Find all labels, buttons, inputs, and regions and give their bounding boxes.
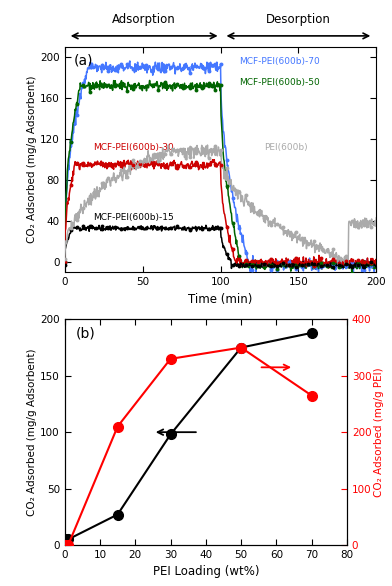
Text: MCF-PEI(600b)-30: MCF-PEI(600b)-30	[93, 143, 174, 152]
Text: (a): (a)	[74, 54, 94, 67]
Text: Adsorption: Adsorption	[112, 13, 176, 26]
Text: MCF-PEI(600b)-15: MCF-PEI(600b)-15	[93, 213, 174, 222]
Y-axis label: CO₂ Adsorbed (mg/g Adsorbent): CO₂ Adsorbed (mg/g Adsorbent)	[27, 349, 37, 516]
Text: Desorption: Desorption	[266, 13, 331, 26]
X-axis label: PEI Loading (wt%): PEI Loading (wt%)	[152, 565, 259, 578]
Text: (b): (b)	[76, 326, 96, 340]
X-axis label: Time (min): Time (min)	[188, 293, 253, 306]
Y-axis label: CO₂ Adsorbed (mg/g PEI): CO₂ Adsorbed (mg/g PEI)	[374, 367, 384, 497]
Text: MCF-PEI(600b)-70: MCF-PEI(600b)-70	[239, 57, 320, 66]
Text: MCF-PEI(600b)-50: MCF-PEI(600b)-50	[239, 79, 320, 87]
Text: PEI(600b): PEI(600b)	[264, 143, 308, 152]
Y-axis label: CO₂ Adsorbed (mg/g Adsorbent): CO₂ Adsorbed (mg/g Adsorbent)	[27, 76, 37, 243]
